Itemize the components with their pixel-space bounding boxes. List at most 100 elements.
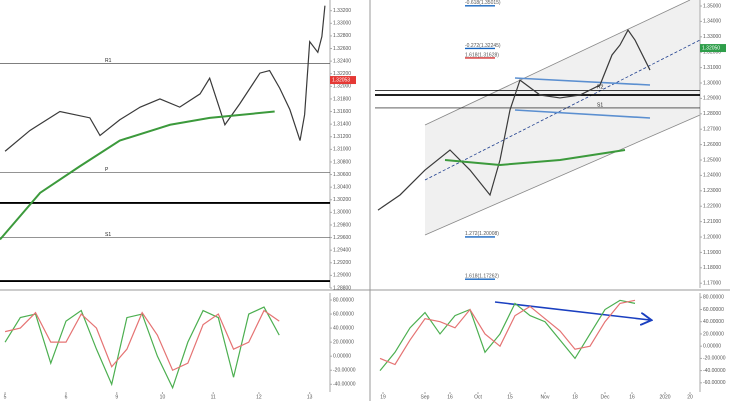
- y-tick-label: 1.32000: [333, 84, 351, 90]
- y-tick-label: 60.00000: [703, 307, 724, 313]
- series-line: [0, 110, 275, 241]
- fib-label: -0.618(1.35015): [465, 0, 501, 6]
- y-tick-label: 1.33400: [333, 0, 351, 1]
- channel-line: [424, 114, 701, 236]
- x-tick-label: 12: [256, 394, 262, 400]
- y-tick-label: 1.33200: [333, 8, 351, 14]
- y-tick-label: 1.18000: [703, 265, 721, 271]
- y-tick-label: 1.31200: [333, 134, 351, 140]
- level-label: R2: [597, 85, 604, 91]
- y-tick-label: 1.24000: [703, 173, 721, 179]
- y-tick-label: 80.00000: [333, 297, 354, 303]
- level-label: S1: [105, 232, 111, 238]
- divergence-arrow: [494, 301, 650, 320]
- x-tick-label: Dec: [601, 394, 610, 400]
- level-label: P: [105, 167, 109, 173]
- x-tick-label: 13: [307, 394, 313, 400]
- y-tick-label: 1.28800: [333, 285, 351, 291]
- series-line: [379, 299, 636, 366]
- y-tick-label: 1.30800: [333, 159, 351, 165]
- y-tick-label: 40.00000: [333, 325, 354, 331]
- y-tick-label: 1.29200: [333, 260, 351, 266]
- x-tick-label: 16: [629, 394, 635, 400]
- y-tick-label: 1.17000: [703, 281, 721, 287]
- y-tick-label: 1.29800: [333, 222, 351, 228]
- x-tick-label: 18: [572, 394, 578, 400]
- y-tick-label: 60.00000: [333, 311, 354, 317]
- y-tick-label: 1.33000: [333, 21, 351, 27]
- channel-mid: [424, 39, 701, 181]
- series-line: [4, 309, 280, 372]
- y-tick-label: 1.29000: [333, 273, 351, 279]
- series-line: [444, 149, 626, 166]
- y-tick-label: 1.30400: [333, 184, 351, 190]
- y-tick-label: 1.30200: [333, 197, 351, 203]
- trend-line: [514, 77, 651, 86]
- series-line: [4, 5, 326, 152]
- level-label: R1: [105, 58, 112, 64]
- y-tick-label: 0.00000: [703, 343, 721, 349]
- y-tick-label: 40.00000: [703, 319, 724, 325]
- y-tick-label: 1.30000: [333, 210, 351, 216]
- y-tick-label: 1.33000: [703, 34, 721, 40]
- last-price-label: 1.32050: [702, 45, 720, 51]
- channel-line: [424, 0, 691, 126]
- last-price-label: 1.32053: [332, 77, 350, 83]
- y-tick-label: 1.22000: [703, 204, 721, 210]
- y-tick-label: 1.31600: [333, 109, 351, 115]
- y-tick-label: 1.20000: [703, 234, 721, 240]
- x-tick-label: 2020: [659, 394, 670, 400]
- y-tick-label: 1.32400: [333, 58, 351, 64]
- x-tick-label: Sep: [421, 394, 430, 400]
- x-tick-label: 16: [447, 394, 453, 400]
- x-tick-label: 11: [211, 394, 216, 400]
- y-tick-label: 1.31000: [703, 65, 721, 71]
- y-tick-label: 1.32800: [333, 33, 351, 39]
- y-tick-label: -60.00000: [703, 380, 726, 386]
- x-tick-label: 9: [115, 394, 118, 400]
- y-tick-label: 1.34000: [703, 19, 721, 25]
- y-tick-label: 20.00000: [333, 339, 354, 345]
- y-tick-label: 1.29400: [333, 248, 351, 254]
- y-tick-label: 1.31800: [333, 96, 351, 102]
- x-tick-label: 10: [160, 394, 166, 400]
- trend-line: [514, 109, 651, 119]
- y-tick-label: 1.29000: [703, 96, 721, 102]
- y-tick-label: 1.30600: [333, 172, 351, 178]
- y-tick-label: 0.00000: [333, 354, 351, 360]
- y-tick-label: 1.32600: [333, 46, 351, 52]
- series-line: [377, 28, 651, 211]
- y-tick-label: 1.32000: [703, 50, 721, 56]
- y-tick-label: 1.21000: [703, 219, 721, 225]
- x-tick-label: 20: [687, 394, 693, 400]
- y-tick-label: 20.00000: [703, 331, 724, 337]
- y-tick-label: 1.25000: [703, 157, 721, 163]
- y-tick-label: -40.00000: [703, 368, 726, 374]
- y-tick-label: 1.35000: [703, 3, 721, 9]
- y-tick-label: -20.00000: [703, 356, 726, 362]
- y-tick-label: 1.31400: [333, 121, 351, 127]
- y-tick-label: 1.30000: [703, 80, 721, 86]
- x-tick-label: 19: [380, 394, 386, 400]
- y-tick-label: 1.31000: [333, 147, 351, 153]
- y-tick-label: 80.00000: [703, 295, 724, 301]
- y-tick-label: 1.27000: [703, 127, 721, 133]
- last-price-box: [700, 44, 726, 53]
- level-label: S1: [597, 102, 603, 108]
- x-tick-label: Oct: [474, 394, 482, 400]
- y-tick-label: 1.28000: [703, 111, 721, 117]
- y-tick-label: -40.00000: [333, 382, 356, 388]
- y-tick-label: -20.00000: [333, 368, 356, 374]
- fib-label: -0.272(1.32245): [465, 43, 501, 49]
- x-tick-label: 5: [4, 394, 7, 400]
- x-tick-label: 15: [507, 394, 513, 400]
- series-line: [379, 299, 636, 371]
- x-tick-label: Nov: [541, 394, 550, 400]
- y-tick-label: 1.32200: [333, 71, 351, 77]
- fib-label: 1.272(1.20008): [465, 231, 499, 237]
- channel: [425, 0, 700, 235]
- y-tick-label: 1.19000: [703, 250, 721, 256]
- last-price-box: [330, 76, 356, 85]
- y-tick-label: 1.23000: [703, 188, 721, 194]
